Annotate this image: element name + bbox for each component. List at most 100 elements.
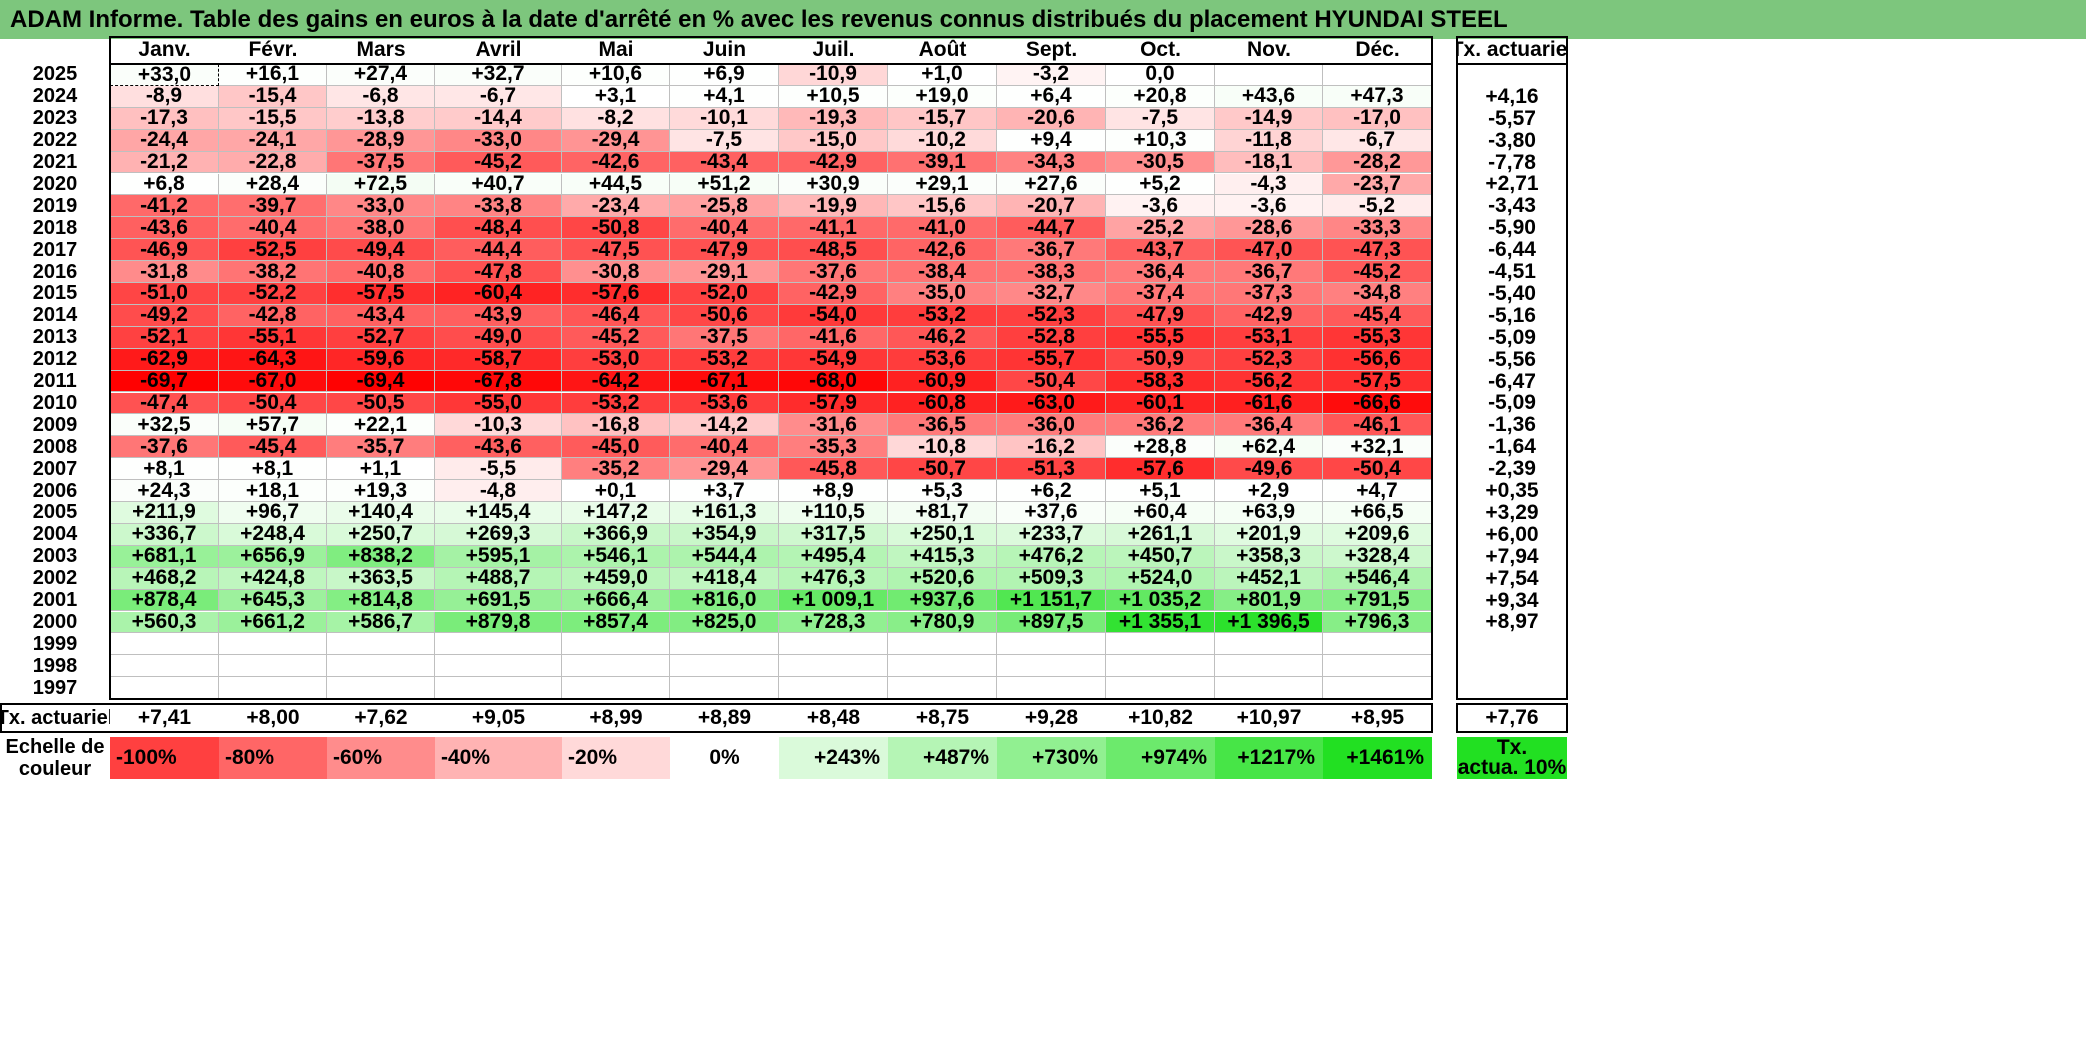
tx-actuariel-value: +6,00 <box>1485 523 1539 546</box>
table-cell: -28,2 <box>1323 151 1432 174</box>
legend-swatch: -60% <box>327 737 435 779</box>
table-cell: -36,5 <box>888 414 997 437</box>
table-cell <box>1215 633 1323 656</box>
table-cell: -3,6 <box>1215 195 1323 218</box>
table-cell: -46,4 <box>562 304 670 327</box>
legend-swatch: +1217% <box>1215 737 1323 779</box>
table-cell: +546,4 <box>1323 567 1432 590</box>
table-cell: +19,3 <box>327 480 435 502</box>
year-label: 1998 <box>32 655 78 677</box>
legend-swatch: -20% <box>562 737 670 779</box>
table-cell: +366,9 <box>562 523 670 546</box>
tx-actuariel-value: +0,35 <box>1485 480 1539 502</box>
table-cell: +140,4 <box>327 502 435 524</box>
table-cell: -67,0 <box>219 370 327 393</box>
table-cell: +5,1 <box>1106 480 1215 502</box>
tx-actuariel-value: +2,71 <box>1485 173 1539 196</box>
table-cell: +32,1 <box>1323 436 1432 459</box>
table-cell: -46,1 <box>1323 414 1432 437</box>
legend-swatch: -100% <box>110 737 219 779</box>
table-cell: -37,6 <box>779 261 888 283</box>
legend-swatch: +243% <box>779 737 888 779</box>
table-cell <box>1323 64 1432 86</box>
table-cell: -18,1 <box>1215 151 1323 174</box>
table-cell: +250,1 <box>888 523 997 546</box>
table-cell: +43,6 <box>1215 85 1323 108</box>
table-cell: -39,7 <box>219 195 327 218</box>
table-cell: -40,4 <box>670 436 779 459</box>
table-cell: -50,7 <box>888 458 997 481</box>
table-cell: +780,9 <box>888 611 997 634</box>
year-label: 2021 <box>32 151 78 174</box>
tx-actuariel-value <box>1457 633 1567 655</box>
table-cell: -8,9 <box>110 85 219 108</box>
table-cell <box>110 655 219 678</box>
table-cell: +520,6 <box>888 567 997 590</box>
table-cell: -41,2 <box>110 195 219 218</box>
tx-actuariel-value: -5,56 <box>1488 348 1536 371</box>
tx-actuariel-value: -5,57 <box>1488 107 1536 130</box>
year-label: 2022 <box>32 129 78 152</box>
table-cell: -49,4 <box>327 239 435 262</box>
table-cell: -51,0 <box>110 283 219 305</box>
table-cell: +18,1 <box>219 480 327 502</box>
table-cell: -50,9 <box>1106 348 1215 371</box>
table-cell: -47,5 <box>562 239 670 262</box>
table-cell <box>562 677 670 700</box>
table-cell <box>327 633 435 656</box>
table-cell: +838,2 <box>327 545 435 568</box>
footer-cell: +7,41 <box>137 706 192 730</box>
table-cell: +358,3 <box>1215 545 1323 568</box>
table-cell: +796,3 <box>1323 611 1432 634</box>
table-cell: -19,9 <box>779 195 888 218</box>
tx-actuariel-value: +7,94 <box>1485 545 1539 568</box>
table-cell: -47,0 <box>1215 239 1323 262</box>
table-cell: -37,3 <box>1215 283 1323 305</box>
table-cell: -41,0 <box>888 217 997 240</box>
table-cell: -36,4 <box>1215 414 1323 437</box>
table-cell: -58,3 <box>1106 370 1215 393</box>
legend-tx-actuariel: Tx. actua. 10% <box>1457 737 1567 779</box>
table-cell: +317,5 <box>779 523 888 546</box>
month-header-7: Juil. <box>812 38 855 61</box>
table-cell: -52,5 <box>219 239 327 262</box>
table-cell: +44,5 <box>562 173 670 196</box>
table-cell: -3,6 <box>1106 195 1215 218</box>
table-cell: -55,5 <box>1106 326 1215 349</box>
table-cell: -43,4 <box>670 151 779 174</box>
table-cell: -57,9 <box>779 392 888 415</box>
year-label: 2025 <box>32 64 78 86</box>
table-cell: -47,9 <box>1106 304 1215 327</box>
table-cell: -29,4 <box>562 129 670 152</box>
table-cell: -53,6 <box>888 348 997 371</box>
table-cell: -23,4 <box>562 195 670 218</box>
table-cell: -14,4 <box>435 107 562 130</box>
table-cell: -33,0 <box>327 195 435 218</box>
year-label: 2013 <box>32 326 78 349</box>
footer-label: Tx. actuariel <box>0 706 110 729</box>
table-cell: +28,8 <box>1106 436 1215 459</box>
tx-actuariel-value: -2,39 <box>1488 458 1536 481</box>
table-cell: -43,6 <box>110 217 219 240</box>
tx-actuariel-header: Tx. actuariel <box>1457 38 1567 61</box>
table-cell <box>779 655 888 678</box>
table-cell: -68,0 <box>779 370 888 393</box>
year-label: 2014 <box>32 304 78 327</box>
table-cell: -60,1 <box>1106 392 1215 415</box>
table-cell: +24,3 <box>110 480 219 502</box>
footer-cell: +8,00 <box>246 706 300 730</box>
table-cell: -14,9 <box>1215 107 1323 130</box>
table-cell: +328,4 <box>1323 545 1432 568</box>
table-cell: +897,5 <box>997 611 1106 634</box>
table-cell: +418,4 <box>670 567 779 590</box>
table-cell: +3,7 <box>670 480 779 502</box>
table-cell <box>562 633 670 656</box>
year-label: 2001 <box>32 589 78 612</box>
table-cell: -43,6 <box>435 436 562 459</box>
table-cell: +10,5 <box>779 85 888 108</box>
month-header-1: Janv. <box>138 38 191 61</box>
table-cell: -47,3 <box>1323 239 1432 262</box>
footer-cell: +9,28 <box>1024 706 1079 730</box>
year-label: 2006 <box>32 480 78 502</box>
table-cell: +40,7 <box>435 173 562 196</box>
